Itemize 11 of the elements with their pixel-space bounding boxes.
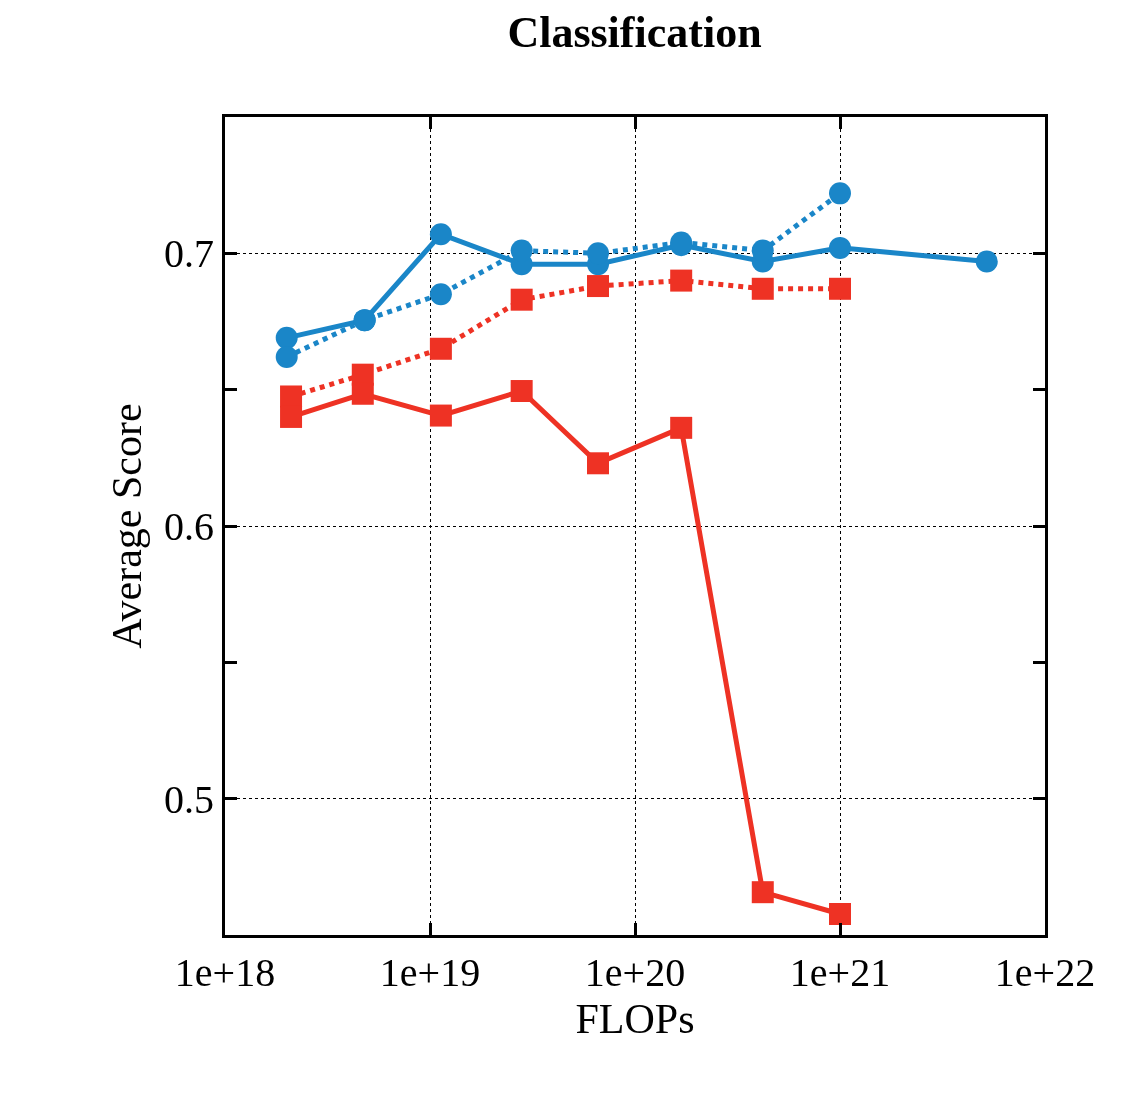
y-tick-label: 0.6 bbox=[164, 504, 214, 549]
x-tick-label: 1e+18 bbox=[174, 950, 276, 995]
y-axis-title: Average Score bbox=[103, 403, 150, 649]
chart-title: Classification bbox=[507, 8, 762, 58]
y-tick-label: 0.5 bbox=[164, 776, 214, 822]
x-axis-title: FLOPs bbox=[575, 995, 695, 1042]
x-tick-label: 1e+19 bbox=[379, 950, 481, 995]
x-tick-label: 1e+20 bbox=[584, 950, 686, 995]
x-tick-label: 1e+21 bbox=[789, 950, 891, 995]
y-tick-label: 0.7 bbox=[164, 231, 214, 277]
x-tick-label: 1e+22 bbox=[994, 950, 1096, 995]
